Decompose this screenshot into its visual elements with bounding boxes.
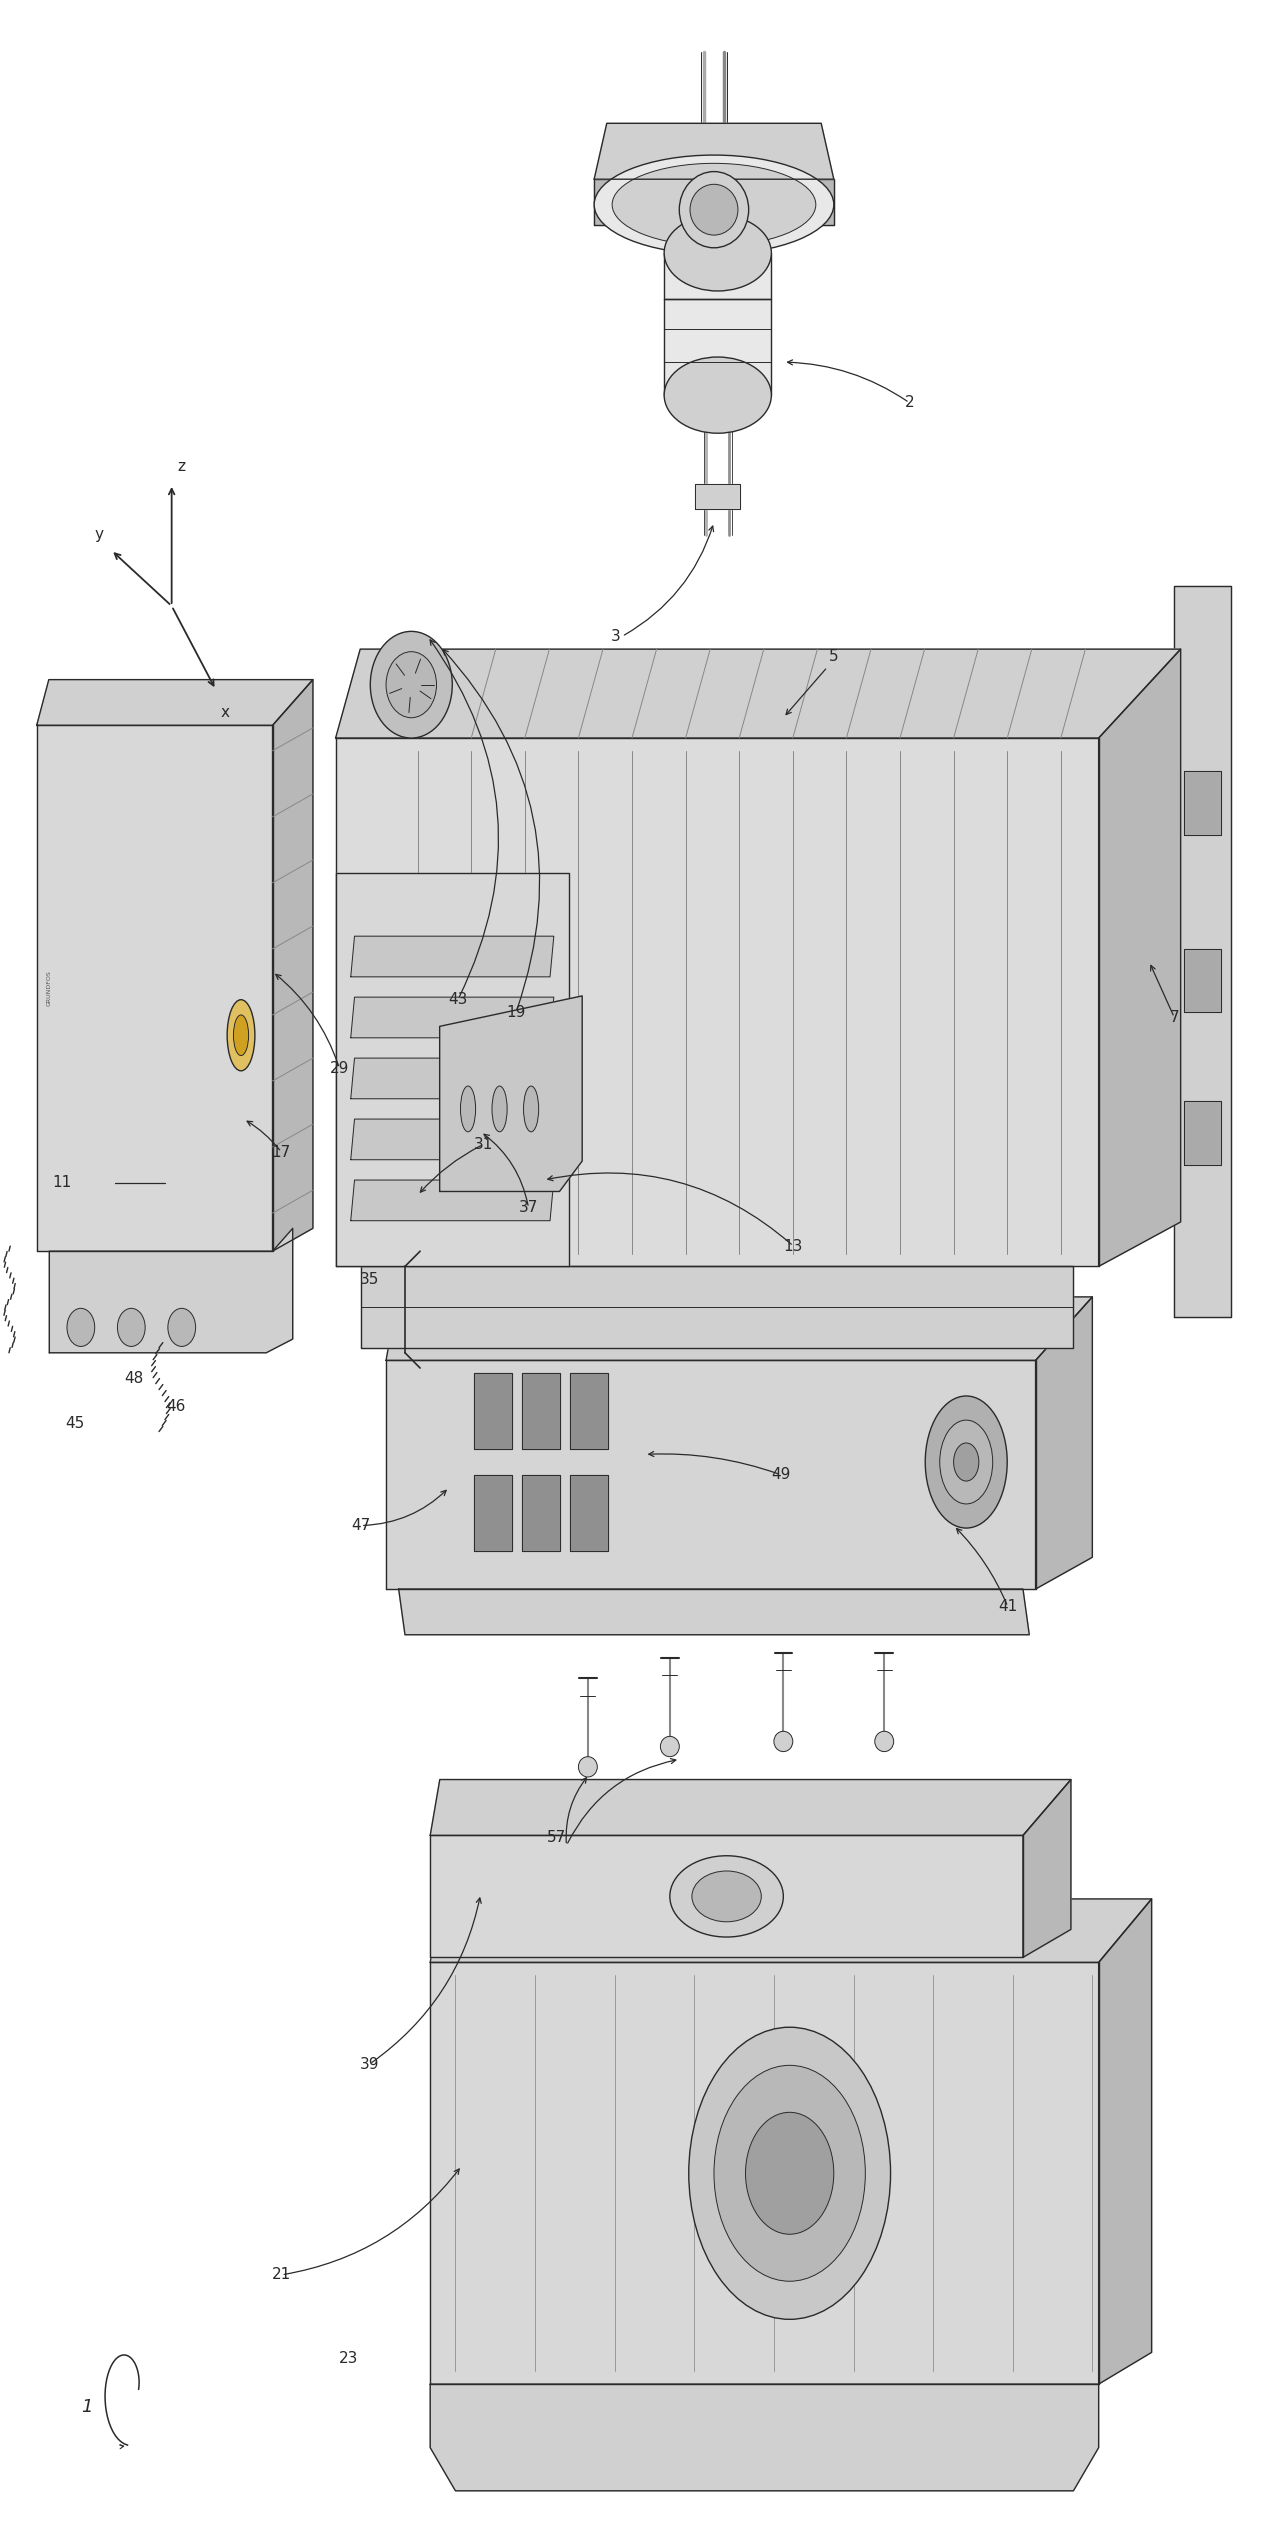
Text: 41: 41	[999, 1600, 1018, 1615]
Polygon shape	[350, 1058, 554, 1099]
Text: 2: 2	[905, 394, 914, 409]
Polygon shape	[1184, 771, 1221, 834]
Ellipse shape	[691, 1872, 761, 1923]
Ellipse shape	[118, 1307, 145, 1345]
Ellipse shape	[679, 170, 748, 247]
Polygon shape	[1023, 1780, 1071, 1958]
Ellipse shape	[664, 214, 771, 290]
Polygon shape	[695, 483, 741, 509]
Polygon shape	[1098, 1900, 1152, 2385]
Ellipse shape	[523, 1086, 538, 1132]
Polygon shape	[1098, 648, 1181, 1266]
Polygon shape	[398, 1589, 1029, 1635]
Ellipse shape	[460, 1086, 475, 1132]
Polygon shape	[430, 1900, 1152, 1963]
Polygon shape	[570, 1373, 608, 1450]
Text: 3: 3	[611, 628, 621, 643]
Text: 37: 37	[520, 1200, 538, 1216]
Polygon shape	[350, 1119, 554, 1160]
Text: 47: 47	[351, 1518, 370, 1533]
Ellipse shape	[670, 1856, 784, 1938]
Polygon shape	[273, 679, 313, 1251]
Polygon shape	[350, 997, 554, 1038]
Text: y: y	[94, 526, 102, 542]
Polygon shape	[386, 1361, 1035, 1589]
Ellipse shape	[594, 155, 834, 254]
Ellipse shape	[492, 1086, 507, 1132]
Text: 17: 17	[272, 1144, 291, 1160]
Text: 7: 7	[1169, 1010, 1179, 1025]
Polygon shape	[430, 1836, 1023, 1958]
Ellipse shape	[168, 1307, 196, 1345]
Polygon shape	[430, 1963, 1098, 2385]
Text: 46: 46	[166, 1399, 185, 1414]
Text: x: x	[220, 704, 229, 720]
Polygon shape	[664, 298, 771, 394]
Ellipse shape	[370, 631, 453, 737]
Ellipse shape	[386, 651, 436, 717]
Polygon shape	[350, 1180, 554, 1221]
Polygon shape	[1035, 1297, 1092, 1589]
Polygon shape	[430, 2385, 1098, 2490]
Polygon shape	[522, 1373, 560, 1450]
Text: 57: 57	[547, 1831, 566, 1846]
Polygon shape	[594, 178, 834, 224]
Ellipse shape	[746, 2113, 834, 2235]
Polygon shape	[37, 725, 273, 1251]
Polygon shape	[1184, 1101, 1221, 1165]
Text: 43: 43	[449, 992, 468, 1007]
Ellipse shape	[875, 1732, 894, 1752]
Ellipse shape	[579, 1757, 598, 1778]
Ellipse shape	[690, 183, 738, 234]
Polygon shape	[49, 1228, 293, 1353]
Polygon shape	[570, 1475, 608, 1551]
Ellipse shape	[228, 999, 255, 1071]
Ellipse shape	[925, 1396, 1007, 1528]
Text: 31: 31	[474, 1137, 493, 1152]
Text: 5: 5	[829, 648, 838, 664]
Polygon shape	[522, 1475, 560, 1551]
Ellipse shape	[234, 1015, 249, 1055]
Text: GRUNDFOS: GRUNDFOS	[47, 971, 52, 1007]
Text: 29: 29	[330, 1060, 349, 1076]
Polygon shape	[350, 936, 554, 977]
Ellipse shape	[774, 1732, 793, 1752]
Polygon shape	[336, 872, 569, 1266]
Polygon shape	[360, 1266, 1073, 1348]
Ellipse shape	[953, 1442, 978, 1480]
Ellipse shape	[939, 1419, 992, 1503]
Text: 45: 45	[64, 1416, 85, 1432]
Text: 19: 19	[507, 1004, 526, 1020]
Text: 21: 21	[272, 2268, 291, 2284]
Polygon shape	[336, 648, 1181, 737]
Polygon shape	[594, 122, 834, 178]
Polygon shape	[664, 252, 771, 298]
Text: 49: 49	[771, 1467, 790, 1483]
Ellipse shape	[67, 1307, 95, 1345]
Polygon shape	[430, 1780, 1071, 1836]
Text: 1: 1	[81, 2398, 92, 2416]
Text: 48: 48	[124, 1371, 143, 1386]
Polygon shape	[474, 1475, 512, 1551]
Polygon shape	[440, 997, 583, 1193]
Polygon shape	[386, 1297, 1092, 1361]
Ellipse shape	[664, 356, 771, 432]
Ellipse shape	[612, 163, 815, 247]
Ellipse shape	[689, 2027, 891, 2319]
Polygon shape	[1174, 585, 1231, 1317]
Text: 11: 11	[52, 1175, 72, 1190]
Text: 23: 23	[339, 2352, 358, 2365]
Text: 35: 35	[360, 1272, 379, 1287]
Text: 13: 13	[784, 1238, 803, 1254]
Polygon shape	[1184, 949, 1221, 1012]
Ellipse shape	[714, 2065, 866, 2281]
Text: z: z	[178, 458, 186, 473]
Polygon shape	[37, 679, 313, 725]
Polygon shape	[474, 1373, 512, 1450]
Text: 39: 39	[360, 2057, 379, 2073]
Polygon shape	[336, 737, 1098, 1266]
Ellipse shape	[660, 1737, 679, 1757]
